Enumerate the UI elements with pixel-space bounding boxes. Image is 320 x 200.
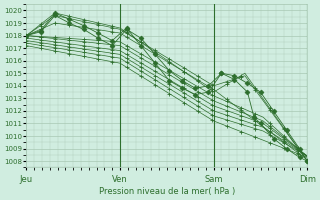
X-axis label: Pression niveau de la mer( hPa ): Pression niveau de la mer( hPa ) — [99, 187, 235, 196]
